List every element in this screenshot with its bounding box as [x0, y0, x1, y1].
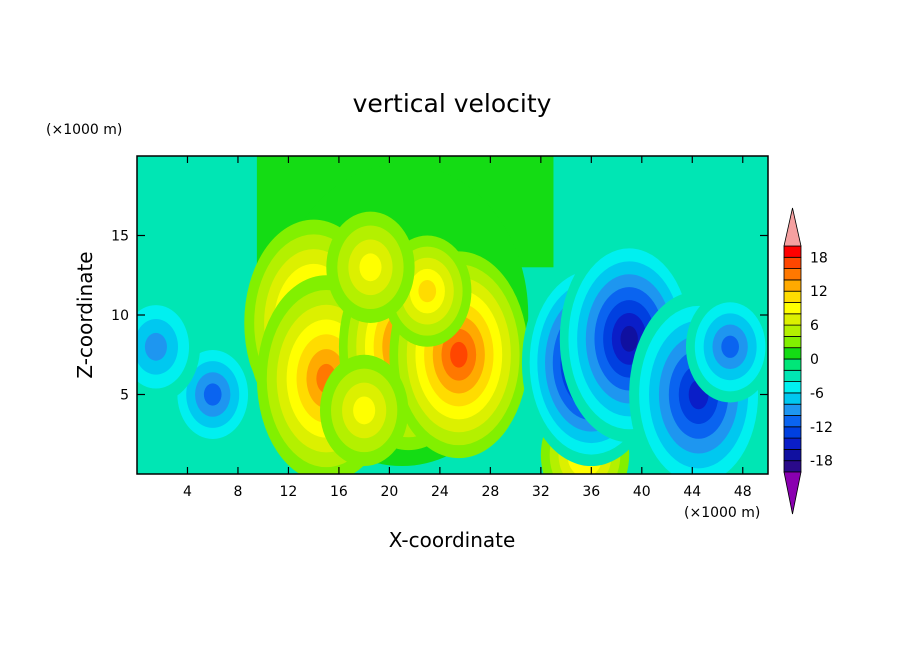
- colorbar-band: [783, 279, 802, 292]
- y-tick-label: 15: [111, 229, 129, 245]
- x-tick-label: 16: [330, 484, 348, 500]
- downdraft-core: [685, 291, 768, 403]
- updraft-core: [319, 354, 409, 467]
- x-tick-label: 36: [582, 484, 600, 500]
- x-tick-label: 20: [380, 484, 398, 500]
- y-axis-ticks: 5 10 15: [111, 229, 768, 404]
- downdraft-core: [168, 338, 257, 451]
- contour-band: [721, 335, 739, 358]
- colorbar-band: [783, 369, 802, 382]
- colorbar-band: [783, 335, 802, 349]
- contour-band: [620, 325, 638, 352]
- contour-band: [144, 332, 167, 361]
- y-tick-label: 5: [120, 388, 129, 404]
- colorbar-band: [783, 426, 802, 439]
- colorbar-band: [783, 347, 802, 360]
- colorbar-band: [783, 403, 802, 416]
- colorbar-band: [783, 268, 802, 281]
- colorbar-band: [783, 313, 802, 326]
- colorbar-label: -6: [810, 386, 824, 402]
- colorbar-label: -12: [810, 420, 833, 436]
- x-tick-label: 40: [633, 484, 651, 500]
- colorbar-band: [783, 324, 802, 337]
- colorbar-band: [783, 256, 802, 269]
- colorbar-band: [783, 290, 802, 303]
- contour-band: [353, 396, 376, 425]
- contour-band: [450, 341, 468, 368]
- colorbar: 18 12 6 0 -6 -12 -18: [783, 207, 833, 515]
- colorbar-label: -18: [810, 454, 833, 470]
- colorbar-extend-high: [783, 207, 802, 247]
- colorbar-band: [783, 381, 802, 394]
- contour-band: [648, 156, 737, 268]
- contour-band: [359, 253, 382, 282]
- x-tick-label: 44: [683, 484, 701, 500]
- y-tick-label: 10: [111, 308, 129, 324]
- x-tick-label: 48: [734, 484, 752, 500]
- updraft-core: [326, 211, 415, 323]
- x-axis-ticks: 4 8 12 16 20 24 28 32 36 40 44 48: [183, 156, 752, 500]
- colorbar-band: [783, 392, 802, 405]
- y-unit-label: (×1000 m): [46, 122, 122, 138]
- colorbar-label: 0: [810, 352, 819, 368]
- downdraft-core: [648, 156, 737, 268]
- colorbar-band: [783, 437, 802, 450]
- colorbar-band: [783, 415, 802, 428]
- colorbar-label: 12: [810, 284, 828, 300]
- contour-band: [203, 383, 222, 406]
- colorbar-band: [783, 358, 802, 371]
- contour-layers: [137, 156, 768, 474]
- colorbar-label: 6: [810, 318, 819, 334]
- x-unit-label: (×1000 m): [684, 505, 760, 521]
- x-tick-label: 12: [280, 484, 298, 500]
- x-tick-label: 8: [233, 484, 242, 500]
- colorbar-band: [783, 448, 802, 462]
- colorbar-band: [783, 302, 802, 315]
- x-tick-label: 32: [532, 484, 550, 500]
- x-axis-label: X-coordinate: [389, 528, 516, 552]
- downdraft-core: [137, 291, 201, 403]
- colorbar-band: [783, 460, 802, 473]
- y-axis-label: Z-coordinate: [73, 251, 97, 378]
- colorbar-band: [783, 245, 802, 258]
- contour-field: [137, 156, 768, 474]
- x-tick-label: 24: [431, 484, 449, 500]
- contour-band: [418, 280, 437, 303]
- colorbar-label: 18: [810, 250, 828, 266]
- x-tick-label: 4: [183, 484, 192, 500]
- colorbar-extend-low: [783, 471, 802, 515]
- x-tick-label: 28: [481, 484, 499, 500]
- chart-title: vertical velocity: [353, 89, 552, 118]
